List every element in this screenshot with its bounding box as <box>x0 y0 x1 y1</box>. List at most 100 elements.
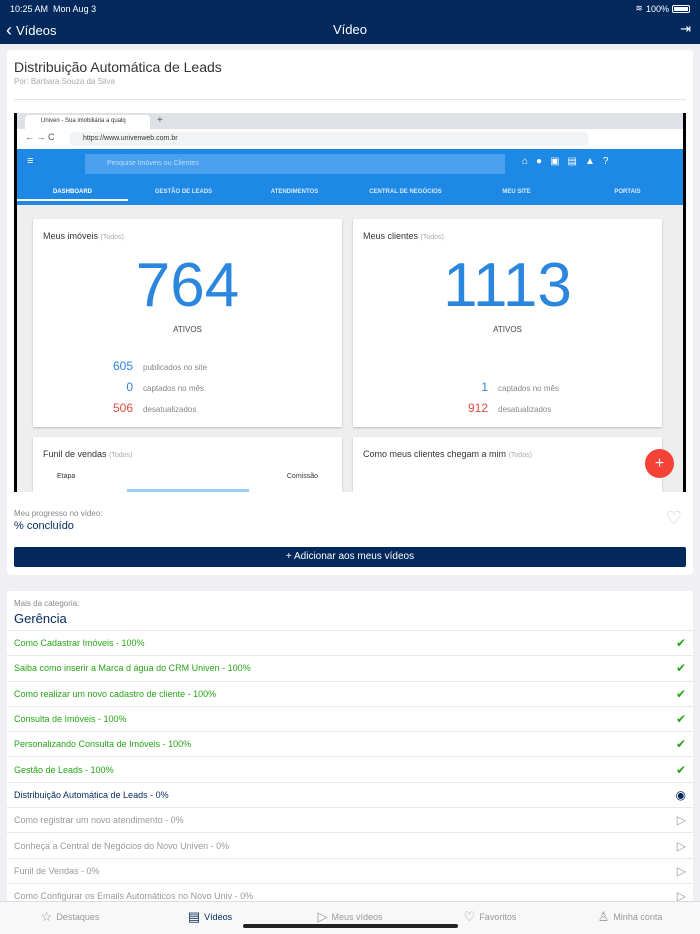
check-icon: ✔ <box>675 661 686 676</box>
star-icon: ☆ <box>40 909 53 924</box>
chevron-left-icon: ‹ <box>6 20 12 40</box>
video-list-item[interactable]: Personalizando Consulta de Imóveis - 100… <box>7 731 693 756</box>
stat-row: 912 desatualizados <box>467 401 552 415</box>
video-list-item[interactable]: Como Cadastrar Imóveis - 100% ✔ <box>7 630 693 655</box>
app-bar: ≡ Pesquise Imóveis ou Clientes ⌂●▣▤▲? DA… <box>17 149 683 205</box>
film-icon: ▤ <box>187 909 201 924</box>
clientes-label: ATIVOS <box>493 325 522 334</box>
tab-bar: ☆ Destaques ▤ Vídeos ▷ Meus vídeos ♡ Favoritos ♙… <box>0 901 700 934</box>
tab-vídeos[interactable]: ▤ Vídeos <box>140 902 280 932</box>
tab-destaques[interactable]: ☆ Destaques <box>0 902 140 932</box>
nav-arrows-icon: ← → C <box>25 132 55 142</box>
back-label: Vídeos <box>16 23 57 38</box>
tab-label: Favoritos <box>479 912 517 922</box>
widget-title: Meus clientes <box>363 231 419 241</box>
widget-imoveis: Meus imóveis (Todos) 764 ATIVOS 605 publi… <box>33 219 342 427</box>
video-list-item[interactable]: Como registrar um novo atendimento - 0% ▷ <box>7 807 693 832</box>
tab-minha-conta[interactable]: ♙ Minha conta <box>560 902 700 932</box>
favorite-heart-icon[interactable]: ♡ <box>665 508 682 528</box>
new-tab-icon: + <box>157 115 163 126</box>
play-circle-icon: ▷ <box>676 838 686 853</box>
stat-row: 605 publicados no site <box>112 359 208 373</box>
video-list-title: Saiba como inserir a Marca d água do CRM… <box>14 663 251 674</box>
back-button[interactable]: ‹ Vídeos <box>6 20 56 41</box>
video-list-item[interactable]: Funil de Vendas - 0% ▷ <box>7 857 693 883</box>
divider <box>14 99 686 100</box>
video-list-title: Como Configurar os Emails Automáticos no… <box>14 891 254 901</box>
funnel-bar <box>127 489 249 492</box>
imoveis-total: 764 <box>135 251 240 320</box>
widget-title: Meus imóveis <box>43 231 99 241</box>
video-list-item[interactable]: Como Configurar os Emails Automáticos no… <box>7 882 693 901</box>
video-list: Como Cadastrar Imóveis - 100% ✔ Saiba como… <box>7 630 693 901</box>
menu-icon: ≡ <box>27 155 34 167</box>
nav-bar: ‹ Vídeos Vídeo ⇥ <box>0 17 700 44</box>
dashboard: Meus imóveis (Todos) 764 ATIVOS 605 publi… <box>17 205 683 492</box>
user-icon: ♙ <box>597 909 610 924</box>
home-indicator <box>243 924 458 928</box>
progress-label: Meu progresso no vídeo: <box>14 509 103 518</box>
eye-icon: ◉ <box>675 787 686 802</box>
column-header: Comissão <box>286 473 318 480</box>
column-header: Etapa <box>57 473 76 480</box>
stat-row: 0 captados no mês <box>126 380 204 394</box>
tab-label: Minha conta <box>613 912 663 922</box>
video-list-title: Como registrar um novo atendimento - 0% <box>14 815 184 826</box>
widget-funil: Funil de vendas (Todos) Etapa Comissão <box>33 437 342 492</box>
wifi-icon: ≋ <box>635 3 643 13</box>
video-list-title: Distribuição Automática de Leads - 0% <box>14 789 169 800</box>
add-to-my-videos-button[interactable]: + Adicionar aos meus vídeos <box>14 547 686 567</box>
add-button-label: Adicionar aos meus vídeos <box>294 551 415 562</box>
widget-clientes: Meus clientes (Todos) 1113 ATIVOS 1 capta… <box>353 219 662 427</box>
video-player[interactable]: Univen - Sua imobiliária a qualq + ← → C… <box>14 113 686 492</box>
video-list-title: Funil de Vendas - 0% <box>14 865 100 876</box>
menu-item: ATENDIMENTOS <box>270 189 319 195</box>
video-list-item[interactable]: Como realizar um novo cadastro de client… <box>7 680 693 706</box>
heart-icon: ♡ <box>463 909 476 924</box>
browser-chrome: Univen - Sua imobiliária a qualq + ← → C… <box>17 113 683 149</box>
play-circle-icon: ▷ <box>317 909 328 924</box>
progress-value: % concluído <box>14 520 74 532</box>
logout-icon[interactable]: ⇥ <box>680 21 691 36</box>
video-list-title: Personalizando Consulta de Imóveis - 100… <box>14 739 192 750</box>
video-list-item[interactable]: Conheça a Central de Negócios do Novo Un… <box>7 832 693 857</box>
clientes-total: 1113 <box>443 251 572 320</box>
menu-item: MEU SITE <box>502 189 531 195</box>
video-list-item[interactable]: Saiba como inserir a Marca d água do CRM… <box>7 655 693 680</box>
app-menu: DASHBOARD GESTÃO DE LEADS ATENDIMENTOS CENT… <box>17 185 683 201</box>
status-time: 10:25 AM <box>10 3 49 14</box>
video-author: Por: Barbara Souza da Silva <box>14 77 115 86</box>
video-list-item[interactable]: Distribuição Automática de Leads - 0% ◉ <box>7 781 693 807</box>
menu-item: GESTÃO DE LEADS <box>154 189 213 195</box>
tab-label: Meus vídeos <box>331 912 383 922</box>
menu-item: CENTRAL DE NEGÓCIOS <box>369 189 442 195</box>
address-bar: ← → C https://www.univenweb.com.br <box>17 129 683 149</box>
tab-meus-vídeos[interactable]: ▷ Meus vídeos <box>280 902 420 932</box>
check-icon: ✔ <box>675 737 686 752</box>
battery-icon <box>672 4 690 13</box>
widget-filter: (Todos) <box>420 234 444 241</box>
video-list-title: Conheça a Central de Negócios do Novo Un… <box>14 840 230 851</box>
video-list-item[interactable]: Consulta de Imóveis - 100% ✔ <box>7 705 693 731</box>
add-fab-icon: + <box>645 449 674 478</box>
tab-label: Destaques <box>56 912 100 922</box>
widget-title: Funil de vendas <box>43 449 107 459</box>
video-list-title: Gestão de Leads - 100% <box>14 764 114 775</box>
widget-filter: (Todos) <box>100 234 124 241</box>
video-card: Distribuição Automática de Leads Por: Ba… <box>7 50 693 575</box>
category-name: Gerência <box>14 611 67 626</box>
plus-icon: + <box>285 551 294 562</box>
video-title: Distribuição Automática de Leads <box>14 59 222 75</box>
play-circle-icon: ▷ <box>676 889 686 901</box>
video-list-item[interactable]: Gestão de Leads - 100% ✔ <box>7 756 693 781</box>
video-list-title: Como realizar um novo cadastro de client… <box>14 688 217 699</box>
imoveis-label: ATIVOS <box>173 325 202 334</box>
category-caption: Mais da categoria: <box>14 599 80 608</box>
check-icon: ✔ <box>675 712 686 727</box>
check-icon: ✔ <box>675 636 686 651</box>
tab-favoritos[interactable]: ♡ Favoritos <box>420 902 560 932</box>
category-card: Mais da categoria: Gerência Como Cadastr… <box>7 591 693 901</box>
url: https://www.univenweb.com.br <box>69 132 589 146</box>
page-title: Vídeo <box>333 22 367 37</box>
check-icon: ✔ <box>675 686 686 701</box>
